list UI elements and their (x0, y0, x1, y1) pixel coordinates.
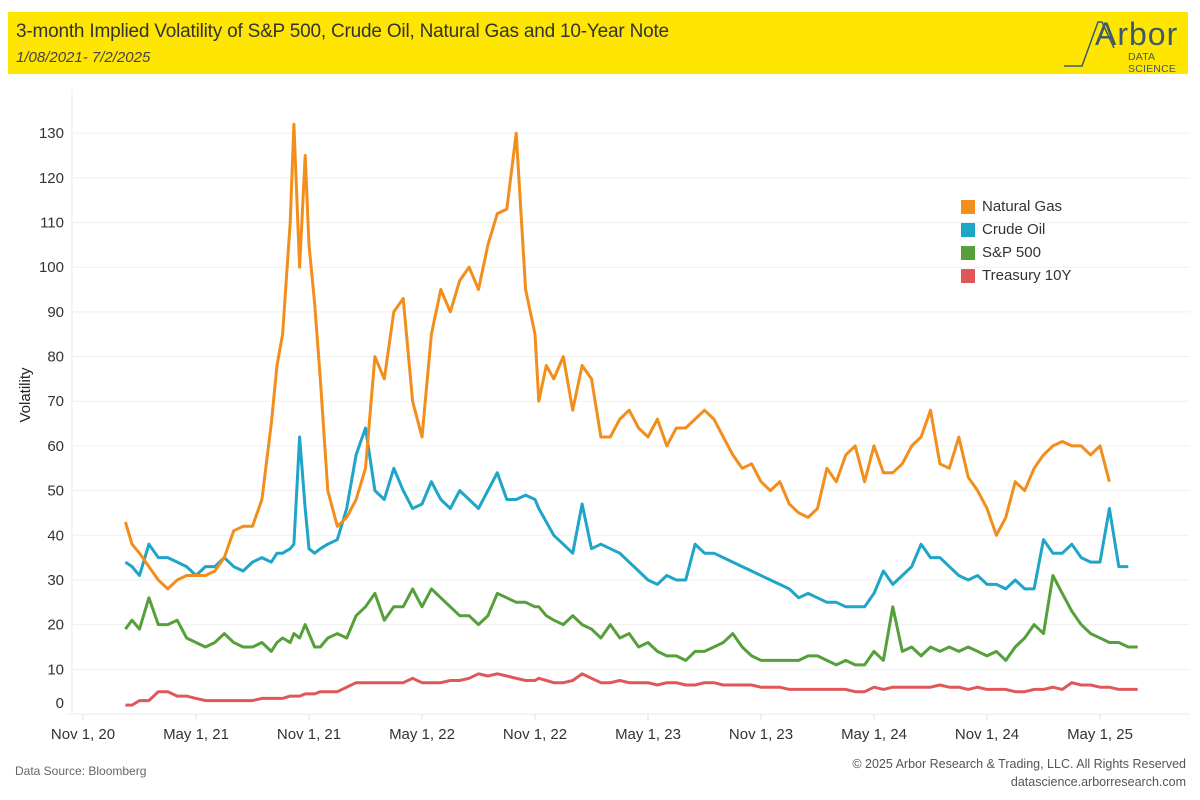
y-tick-label: 30 (47, 572, 64, 589)
logo-subtitle: DATA SCIENCE (1128, 51, 1177, 75)
y-axis-label: Volatility (17, 367, 34, 423)
y-tick-label: 50 (47, 483, 64, 500)
legend-label: Crude Oil (982, 221, 1046, 238)
legend-item[interactable]: Crude Oil (961, 218, 1071, 241)
series-line-crude-oil (124, 426, 1129, 609)
x-tick-label: May 1, 25 (1067, 726, 1133, 743)
x-tick-label: May 1, 22 (389, 726, 455, 743)
series-line-s-p-500 (124, 574, 1138, 667)
chart-title: 3-month Implied Volatility of S&P 500, C… (16, 21, 669, 42)
legend-label: S&P 500 (982, 244, 1041, 261)
website-link[interactable]: datascience.arborresearch.com (1010, 775, 1186, 789)
logo-word: Arbor (1095, 16, 1179, 52)
copyright-text: © 2025 Arbor Research & Trading, LLC. Al… (852, 757, 1186, 771)
footer-credits: © 2025 Arbor Research & Trading, LLC. Al… (852, 755, 1186, 791)
legend-swatch-icon (961, 199, 975, 214)
y-tick-label: 20 (47, 617, 64, 634)
y-tick-label: 10 (47, 661, 64, 678)
legend: Natural Gas Crude Oil S&P 500 Treasury 10Y (961, 195, 1071, 287)
x-tick-label: May 1, 23 (615, 726, 681, 743)
x-tick-label: Nov 1, 22 (503, 726, 567, 743)
y-tick-label: 110 (40, 215, 64, 232)
y-tick-label: 0 (56, 695, 64, 712)
x-tick-label: May 1, 21 (163, 726, 229, 743)
legend-label: Natural Gas (982, 198, 1063, 215)
legend-label: Treasury 10Y (982, 267, 1072, 284)
y-tick-label: 100 (39, 259, 64, 276)
y-tick-label: 130 (39, 125, 64, 142)
x-tick-label: Nov 1, 20 (51, 726, 115, 743)
legend-item[interactable]: Treasury 10Y (961, 264, 1071, 287)
y-tick-label: 70 (47, 393, 64, 410)
legend-item[interactable]: Natural Gas (961, 195, 1071, 218)
y-tick-label: 80 (47, 349, 64, 366)
legend-swatch-icon (961, 245, 975, 260)
legend-swatch-icon (961, 222, 975, 237)
chart-subtitle: 1/08/2021- 7/2/2025 (16, 49, 151, 66)
x-tick-label: Nov 1, 23 (729, 726, 793, 743)
arbor-logo-icon (1064, 21, 1115, 67)
y-tick-label: 60 (47, 438, 64, 455)
y-tick-label: 40 (47, 527, 64, 544)
x-tick-label: May 1, 24 (841, 726, 907, 743)
header-banner: 3-month Implied Volatility of S&P 500, C… (8, 12, 1188, 74)
x-tick-label: Nov 1, 24 (955, 726, 1019, 743)
series-line-treasury-10y (125, 672, 1138, 707)
legend-item[interactable]: S&P 500 (961, 241, 1071, 264)
series-line-natural-gas (123, 122, 1111, 591)
y-tick-label: 120 (39, 170, 64, 187)
data-source: Data Source: Bloomberg (15, 764, 147, 778)
legend-swatch-icon (961, 268, 975, 283)
y-tick-label: 90 (47, 304, 64, 321)
x-tick-label: Nov 1, 21 (277, 726, 341, 743)
